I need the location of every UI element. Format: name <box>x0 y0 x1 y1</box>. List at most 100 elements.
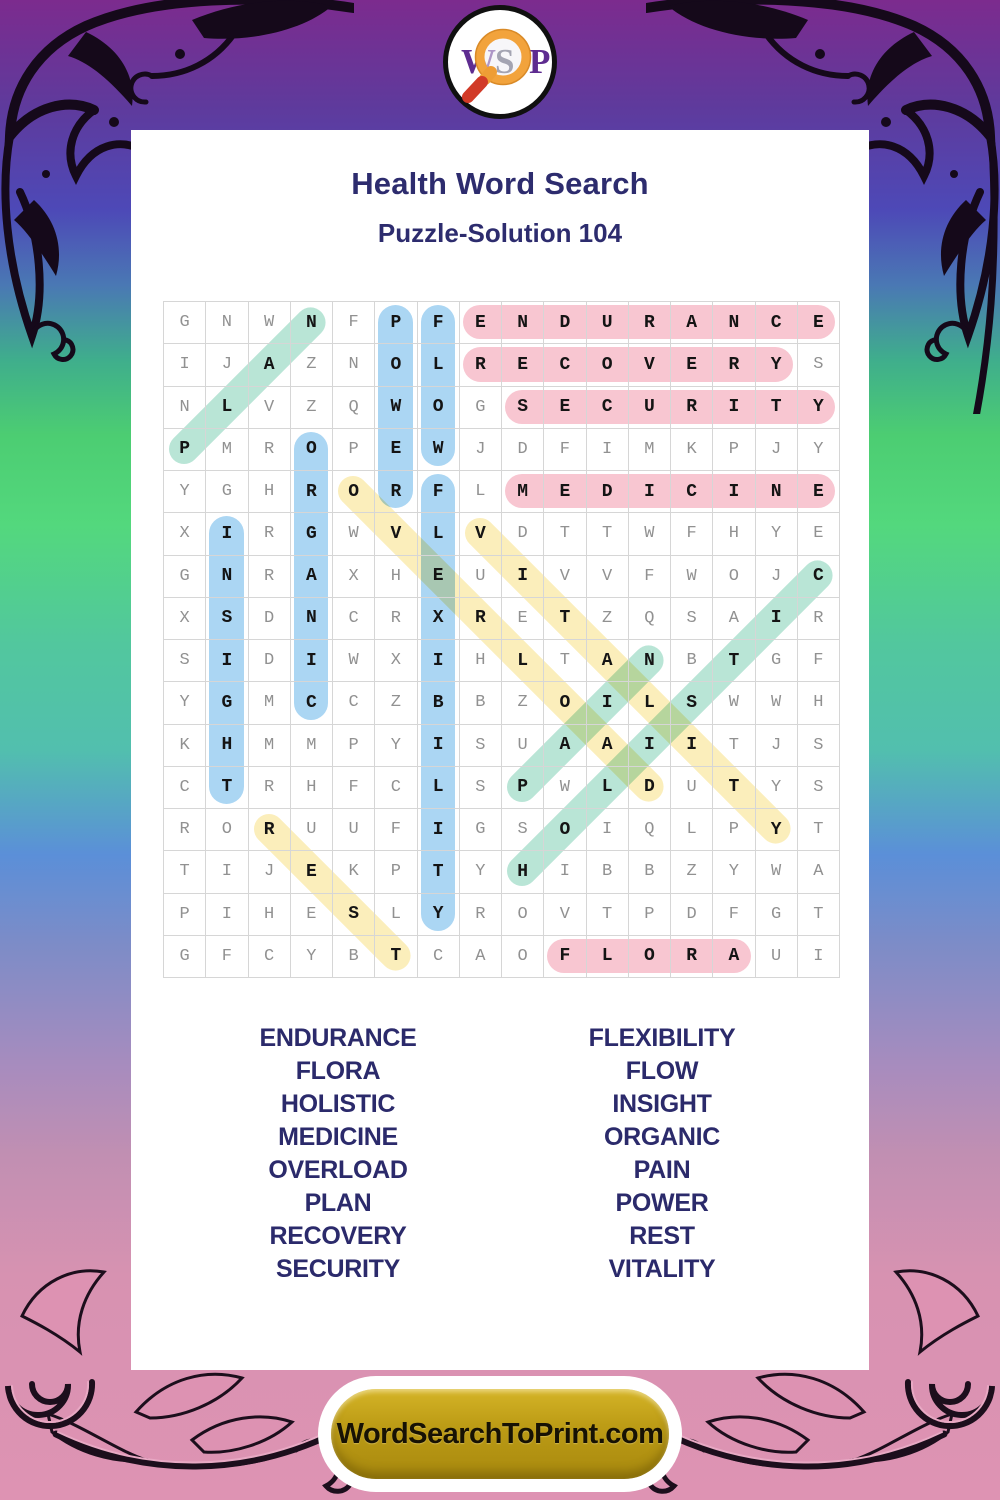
grid-cell: F <box>417 302 460 345</box>
grid-cell: T <box>586 513 629 556</box>
grid-cell: H <box>375 555 418 598</box>
grid-cell: I <box>797 935 840 978</box>
grid-cell: A <box>290 555 333 598</box>
grid-cell: H <box>290 766 333 809</box>
grid-cell: F <box>797 640 840 683</box>
grid-cell: R <box>248 513 291 556</box>
grid-cell: W <box>248 302 291 345</box>
grid-cell: O <box>206 809 249 852</box>
word-list-item: SECURITY <box>275 1255 400 1283</box>
grid-cell: R <box>671 386 714 429</box>
grid-cell: O <box>375 344 418 387</box>
grid-cell: S <box>797 344 840 387</box>
grid-cell: C <box>333 597 376 640</box>
grid-cell: Q <box>628 809 671 852</box>
grid-cell: K <box>671 428 714 471</box>
grid-cell: M <box>290 724 333 767</box>
grid-cell: E <box>797 471 840 514</box>
grid-cell: P <box>628 893 671 936</box>
grid-cell: U <box>671 766 714 809</box>
grid-cell: A <box>671 302 714 345</box>
grid-cell: G <box>290 513 333 556</box>
grid-cell: F <box>333 302 376 345</box>
grid-cell: N <box>628 640 671 683</box>
grid-cell: Z <box>502 682 545 725</box>
word-list-item: VITALITY <box>608 1255 716 1283</box>
grid-cell: B <box>333 935 376 978</box>
grid-cell: S <box>671 597 714 640</box>
grid-cell: N <box>333 344 376 387</box>
grid-cell: I <box>628 471 671 514</box>
grid-cell: A <box>586 724 629 767</box>
grid-cell: F <box>628 555 671 598</box>
grid-cell: Y <box>164 682 207 725</box>
grid-cell: C <box>248 935 291 978</box>
grid-cell: Y <box>755 766 798 809</box>
grid-cell: I <box>206 513 249 556</box>
grid-cell: N <box>755 471 798 514</box>
grid-cell: G <box>164 935 207 978</box>
grid-cell: R <box>459 893 502 936</box>
grid-cell: W <box>755 682 798 725</box>
grid-cell: D <box>586 471 629 514</box>
highlight-power <box>378 305 413 509</box>
grid-cell: A <box>544 724 587 767</box>
grid-cell: J <box>755 428 798 471</box>
grid-cell: R <box>248 809 291 852</box>
word-list-item: FLORA <box>295 1057 381 1085</box>
grid-cell: P <box>375 851 418 894</box>
grid-cell: X <box>333 555 376 598</box>
grid-cell: R <box>459 597 502 640</box>
word-list-item: HOLISTIC <box>280 1090 396 1118</box>
grid-cell: R <box>248 555 291 598</box>
grid-cell: M <box>206 428 249 471</box>
grid-cell: E <box>797 513 840 556</box>
grid-cell: T <box>206 766 249 809</box>
grid-cell: Z <box>290 386 333 429</box>
grid-cell: E <box>502 597 545 640</box>
grid-cell: P <box>333 724 376 767</box>
grid-cell: J <box>755 555 798 598</box>
grid-cell: N <box>290 302 333 345</box>
grid-cell: C <box>755 302 798 345</box>
grid-cell: C <box>164 766 207 809</box>
grid-cell: H <box>459 640 502 683</box>
word-list-item: PAIN <box>633 1156 691 1184</box>
grid-cell: E <box>502 344 545 387</box>
website-button[interactable]: WordSearchToPrint.com <box>331 1389 669 1479</box>
grid-cell: I <box>417 724 460 767</box>
grid-cell: L <box>417 344 460 387</box>
grid-cell: U <box>459 555 502 598</box>
grid-cell: I <box>713 386 756 429</box>
grid-cell: E <box>544 471 587 514</box>
grid-cell: L <box>586 935 629 978</box>
grid-cell: J <box>755 724 798 767</box>
word-list-item: FLOW <box>625 1057 699 1085</box>
grid-cell: V <box>544 555 587 598</box>
grid-cell: V <box>248 386 291 429</box>
grid-cell: B <box>586 851 629 894</box>
grid-cell: L <box>502 640 545 683</box>
grid-cell: C <box>375 766 418 809</box>
grid-cell: Y <box>164 471 207 514</box>
grid-cell: G <box>164 555 207 598</box>
grid-cell: C <box>797 555 840 598</box>
grid-cell: H <box>797 682 840 725</box>
grid-cell: J <box>206 344 249 387</box>
grid-cell: S <box>459 766 502 809</box>
grid-cell: N <box>164 386 207 429</box>
grid-cell: A <box>459 935 502 978</box>
grid-cell: E <box>797 302 840 345</box>
grid-cell: U <box>586 302 629 345</box>
grid-cell: Z <box>290 344 333 387</box>
grid-cell: X <box>417 597 460 640</box>
word-list-item: ENDURANCE <box>259 1024 417 1052</box>
grid-cell: A <box>713 935 756 978</box>
grid-cell: N <box>713 302 756 345</box>
grid-cell: Q <box>628 597 671 640</box>
grid-cell: L <box>206 386 249 429</box>
grid-cell: I <box>417 640 460 683</box>
grid-cell: Y <box>713 851 756 894</box>
grid-cell: X <box>164 513 207 556</box>
